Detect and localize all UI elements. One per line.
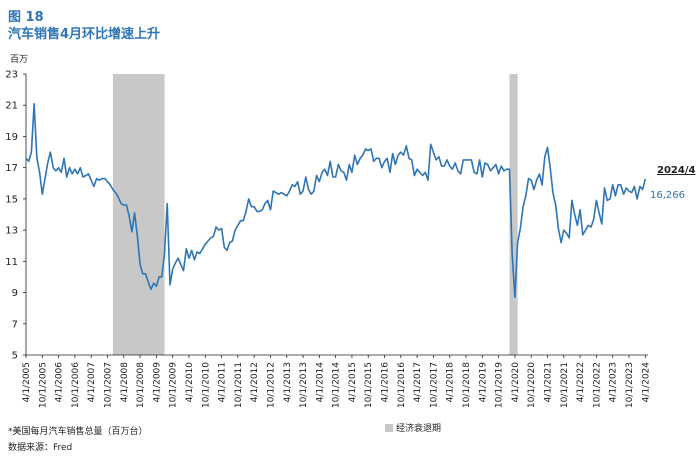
x-tick-label: 10/1/2015	[364, 362, 374, 408]
y-tick-label: 9	[12, 288, 18, 299]
y-tick-label: 5	[12, 351, 18, 362]
x-tick-label: 10/1/2023	[625, 362, 635, 408]
x-axis: 4/1/2005 10/1/2005 4/1/2006 10/1/2006 4/1/20…	[22, 354, 651, 408]
recession-band-1	[112, 74, 165, 355]
legend-swatch-recession	[385, 423, 393, 432]
x-tick-label: 10/1/2011	[234, 362, 244, 408]
x-tick-label: 4/1/2018	[446, 362, 456, 403]
x-tick-label: 4/1/2006	[55, 362, 65, 403]
x-tick-label: 4/1/2015	[348, 362, 358, 402]
x-tick-label: 4/1/2014	[315, 362, 325, 403]
x-tick-label: 10/1/2008	[136, 362, 146, 408]
figure-label: 图 18	[8, 10, 44, 25]
x-tick-label: 10/1/2006	[71, 362, 81, 408]
x-tick-label: 4/1/2023	[609, 362, 619, 402]
x-tick-label: 4/1/2013	[283, 362, 293, 402]
x-tick-label: 10/1/2009	[169, 362, 179, 408]
x-tick-label: 10/1/2012	[266, 362, 276, 408]
y-axis: 5 7 9 11 13 15 17 19 21 23	[5, 70, 27, 362]
x-tick-label: 10/1/2020	[527, 362, 537, 408]
x-tick-label: 10/1/2018	[462, 362, 472, 408]
y-axis-unit-label: 百万	[10, 55, 29, 65]
x-tick-label: 10/1/2022	[592, 362, 602, 408]
x-tick-label: 4/1/2007	[87, 362, 97, 402]
legend: 经济衰退期	[385, 421, 441, 434]
legend-label-recession: 经济衰退期	[396, 424, 442, 434]
y-tick-label: 17	[5, 163, 18, 174]
x-tick-label: 4/1/2009	[152, 362, 162, 403]
annotation-value-label: 16,266	[650, 190, 685, 201]
annotations: 2024/4 16,266	[650, 165, 695, 201]
x-tick-label: 10/1/2019	[495, 362, 505, 408]
series-line-1	[25, 102, 647, 298]
x-tick-label: 10/1/2021	[560, 362, 570, 408]
x-tick-label: 4/1/2005	[22, 362, 32, 402]
x-tick-label: 4/1/2010	[185, 362, 195, 403]
x-tick-label: 10/1/2017	[429, 362, 439, 408]
x-tick-label: 10/1/2016	[397, 362, 407, 408]
x-tick-label: 10/1/2013	[299, 362, 309, 408]
x-tick-label: 4/1/2020	[511, 362, 521, 403]
recession-bands	[112, 74, 518, 355]
x-tick-label: 4/1/2017	[413, 362, 423, 402]
annotation-date-label: 2024/4	[657, 165, 695, 176]
y-tick-label: 13	[5, 226, 18, 237]
data-series	[25, 102, 647, 298]
x-tick-label: 4/1/2012	[250, 362, 260, 402]
recession-band-2	[509, 74, 518, 355]
x-tick-label: 10/1/2014	[332, 362, 342, 408]
y-tick-label: 7	[12, 319, 18, 330]
y-tick-label: 11	[5, 257, 18, 268]
x-tick-label: 4/1/2011	[218, 362, 228, 402]
x-tick-label: 10/1/2007	[103, 362, 113, 408]
x-tick-label: 10/1/2005	[38, 362, 48, 408]
data-source: 数据来源：Fred	[8, 443, 73, 453]
chart-title: 汽车销售4月环比增速上升	[8, 27, 161, 42]
y-tick-label: 21	[5, 101, 18, 112]
footnote: *美国每月汽车销售总量（百万台）	[8, 427, 148, 437]
x-tick-label: 4/1/2021	[544, 362, 554, 402]
x-tick-label: 4/1/2008	[120, 362, 130, 403]
x-tick-label: 4/1/2024	[641, 362, 651, 403]
x-tick-label: 4/1/2022	[576, 362, 586, 402]
y-tick-label: 19	[5, 132, 18, 143]
y-tick-label: 23	[5, 70, 18, 81]
x-tick-label: 10/1/2010	[201, 362, 211, 408]
y-tick-label: 15	[5, 194, 18, 205]
x-tick-label: 4/1/2019	[478, 362, 488, 403]
x-tick-label: 4/1/2016	[381, 362, 391, 403]
